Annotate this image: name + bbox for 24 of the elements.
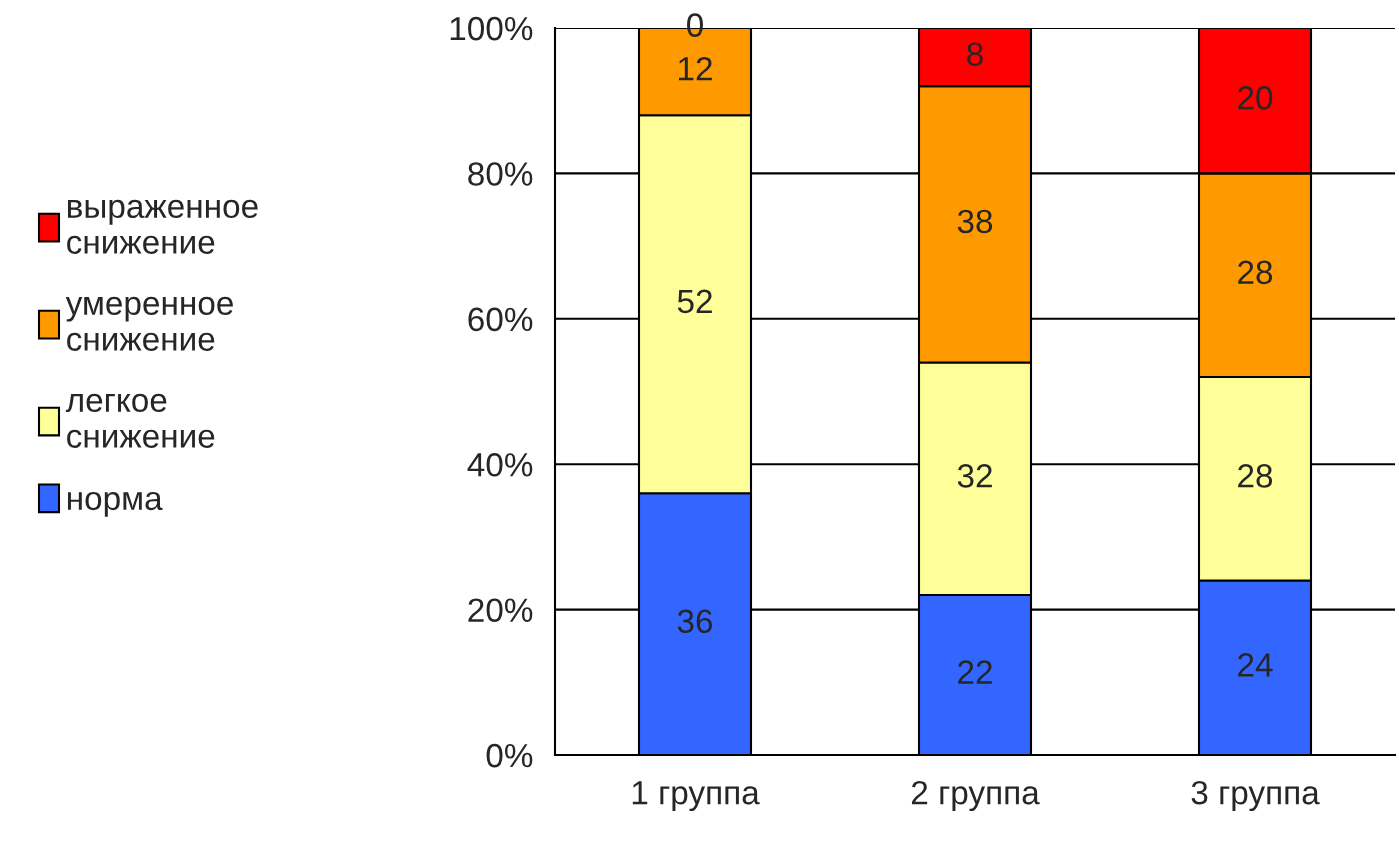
data-label: 12 bbox=[679, 56, 712, 81]
y-tick-label: 80% bbox=[468, 162, 533, 186]
data-label: 8 bbox=[967, 42, 983, 67]
data-label: 28 bbox=[1238, 260, 1273, 285]
y-tick-label: 60% bbox=[468, 307, 533, 332]
y-tick-label: 40% bbox=[467, 453, 533, 477]
data-label: 28 bbox=[1238, 464, 1273, 488]
data-label: 32 bbox=[957, 464, 992, 488]
data-label: 52 bbox=[677, 289, 712, 314]
x-tick-label: 1 группа bbox=[632, 781, 760, 812]
legend-label: умеренное снижение bbox=[65, 296, 233, 351]
data-label: 36 bbox=[677, 609, 713, 634]
x-tick-label: 2 группа bbox=[911, 780, 1040, 812]
x-tick-label: 3 группа bbox=[1191, 780, 1320, 812]
legend-label: легкое снижение bbox=[65, 393, 215, 448]
data-label: 38 bbox=[957, 209, 993, 234]
y-tick-label: 0% bbox=[486, 743, 533, 768]
data-label: 20 bbox=[1238, 86, 1273, 110]
data-label: 22 bbox=[958, 660, 992, 684]
legend-label: выраженное снижение bbox=[67, 199, 258, 254]
y-tick-label: 20% bbox=[468, 598, 533, 623]
y-tick-label: 100% bbox=[450, 16, 533, 41]
legend-label: норма bbox=[67, 491, 163, 517]
data-label: 24 bbox=[1238, 653, 1273, 677]
